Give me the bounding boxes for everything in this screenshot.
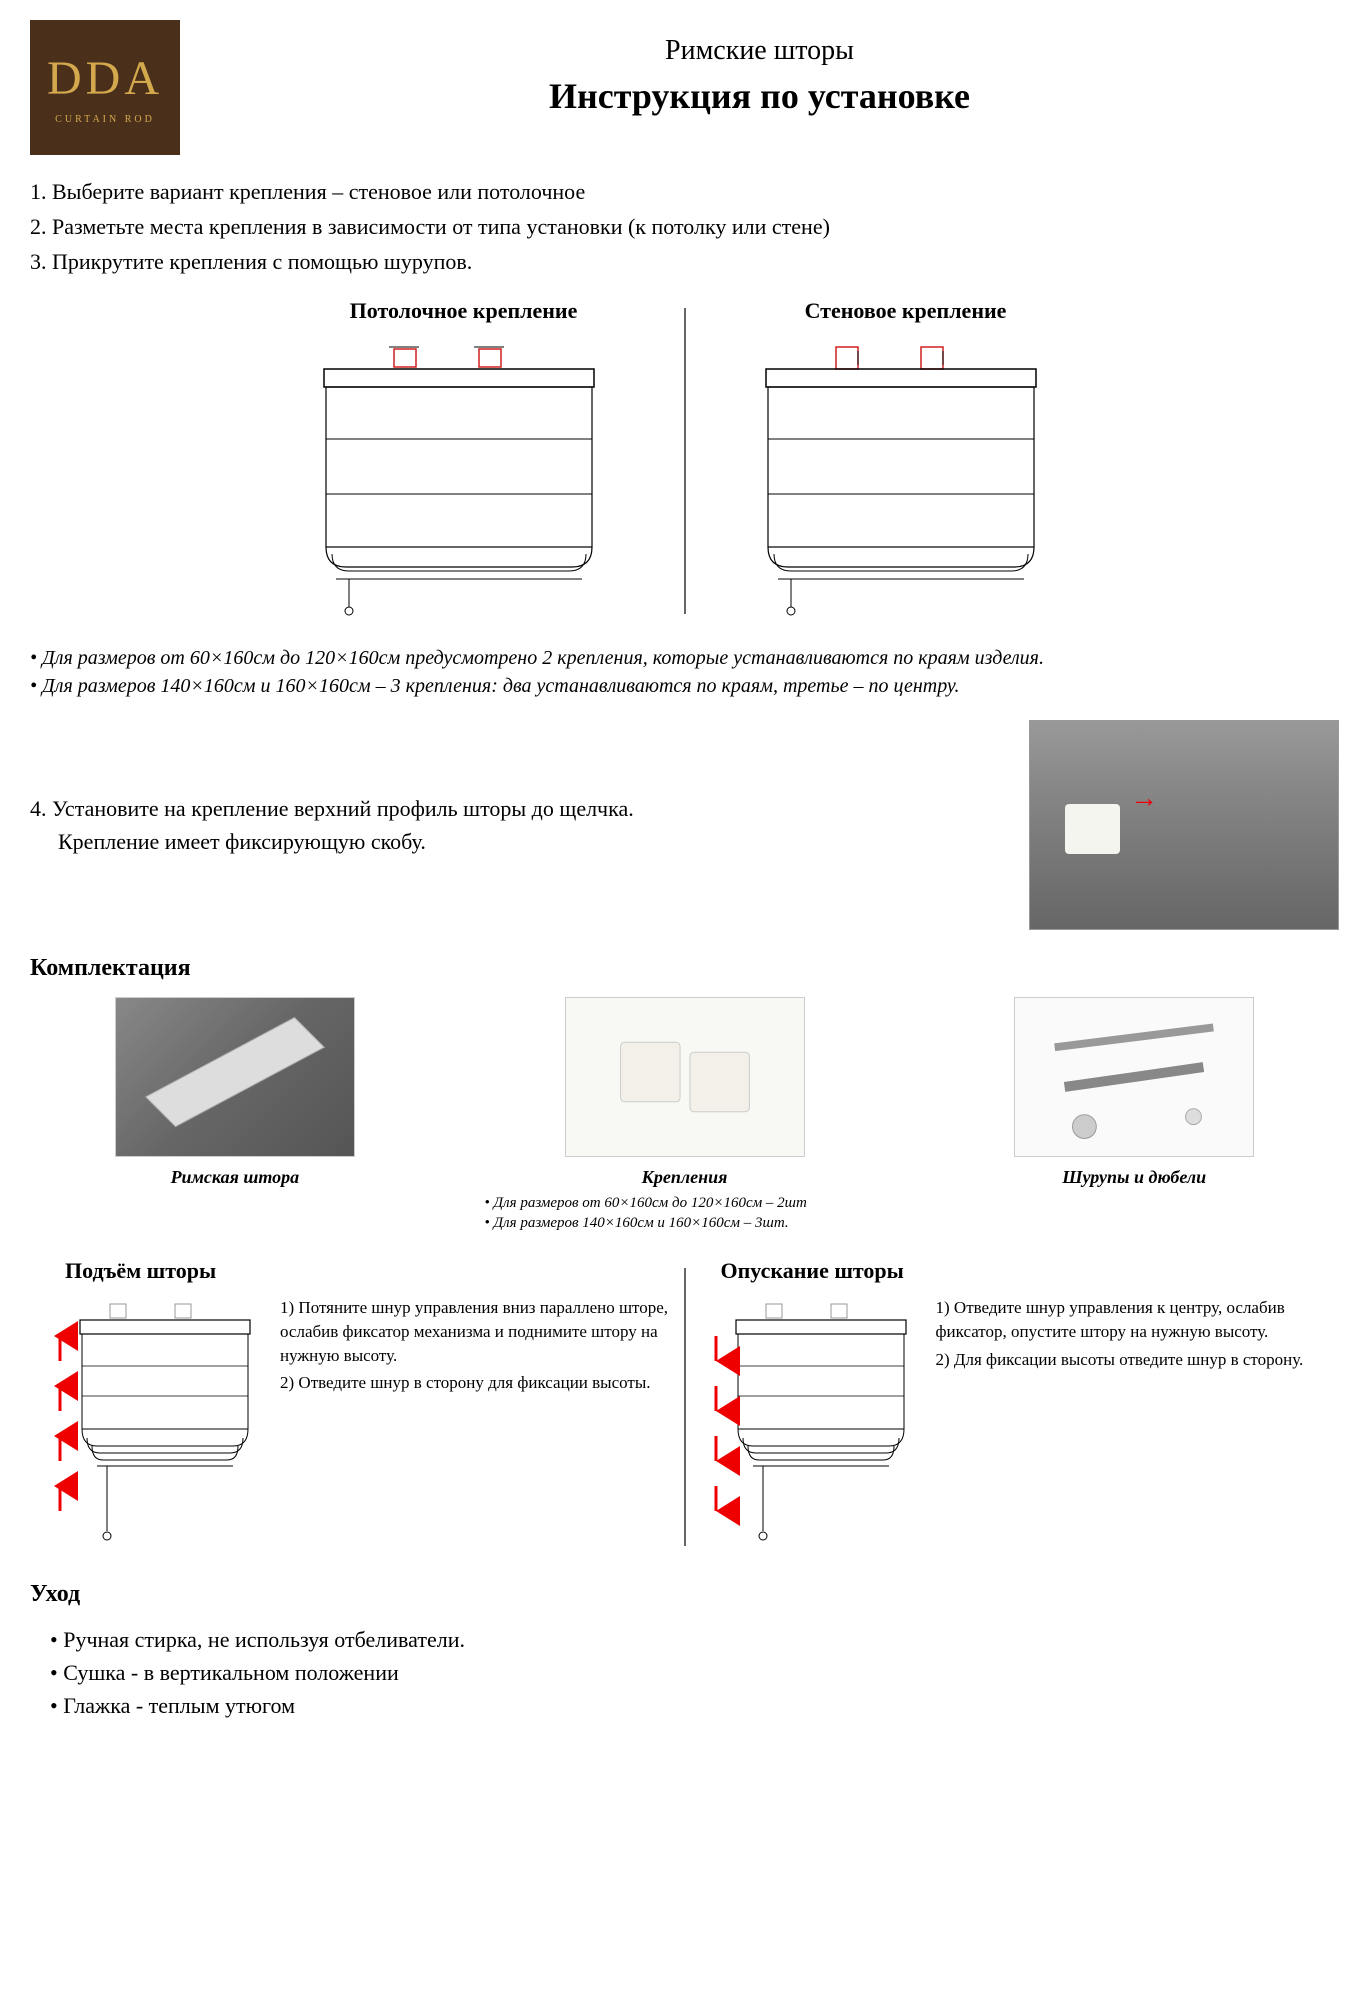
step4-line1: 4. Установите на крепление верхний профи… (30, 792, 999, 825)
care-list: Ручная стирка, не используя отбеливатели… (50, 1623, 1339, 1722)
lower-column: Опускание шторы (686, 1258, 1340, 1556)
component-brackets-label: Крепления (480, 1167, 890, 1188)
header: DDA CURTAIN ROD Римские шторы Инструкция… (30, 20, 1339, 155)
care-title: Уход (30, 1581, 1339, 1608)
step4-photo (1029, 720, 1339, 930)
size-note-1: Для размеров от 60×160см до 120×160см пр… (30, 644, 1339, 672)
care-item-1: Ручная стирка, не используя отбеливатели… (50, 1623, 1339, 1656)
component-brackets: Крепления Для размеров от 60×160см до 12… (480, 997, 890, 1233)
subtitle: Римские шторы (180, 35, 1339, 67)
component-screws: Шурупы и дюбели (929, 997, 1339, 1233)
raise-text-1: 1) Потяните шнур управления вниз парал­л… (280, 1296, 669, 1367)
raise-column: Подъём шторы (30, 1258, 684, 1556)
wall-mount-column: Стеновое крепление (686, 298, 1126, 624)
components-row: Римская штора Крепления Для размеров от … (30, 997, 1339, 1233)
logo-sub: CURTAIN ROD (55, 114, 155, 125)
component-blind-photo (115, 997, 355, 1157)
wall-mount-diagram (746, 339, 1066, 619)
component-brackets-photo (565, 997, 805, 1157)
raise-title: Подъём шторы (65, 1258, 669, 1284)
raise-content: 1) Потяните шнур управления вниз парал­л… (45, 1296, 669, 1556)
care-item-2: Сушка - в вертикальном положении (50, 1656, 1339, 1689)
step4-section: 4. Установите на крепление верхний профи… (30, 720, 1339, 930)
logo-main: DDA (47, 51, 163, 106)
operation-section: Подъём шторы (30, 1258, 1339, 1556)
lower-diagram (701, 1296, 921, 1556)
lower-text-2: 2) Для фиксации высоты отведите шнур в с… (936, 1348, 1325, 1372)
steps-list: 1. Выберите вариант крепления – стеновое… (30, 175, 1339, 278)
step-3: 3. Прикрутите крепления с помощью шурупо… (30, 245, 1339, 278)
ceiling-mount-title: Потолочное крепление (264, 298, 664, 324)
raise-diagram (45, 1296, 265, 1556)
ceiling-mount-diagram (304, 339, 624, 619)
raise-text: 1) Потяните шнур управления вниз парал­л… (280, 1296, 669, 1556)
size-notes: Для размеров от 60×160см до 120×160см пр… (30, 644, 1339, 700)
ceiling-mount-column: Потолочное крепление (244, 298, 684, 624)
component-blind-label: Римская штора (30, 1167, 440, 1188)
size-note-2: Для размеров 140×160см и 160×160см – 3 к… (30, 672, 1339, 700)
bracket-note-1: Для размеров от 60×160см до 120×160см – … (485, 1194, 885, 1214)
component-screws-label: Шурупы и дюбели (929, 1167, 1339, 1188)
lower-text: 1) Отведите шнур управления к центру, ос… (936, 1296, 1325, 1556)
component-brackets-notes: Для размеров от 60×160см до 120×160см – … (485, 1194, 885, 1233)
bracket-note-2: Для размеров 140×160см и 160×160см – 3шт… (485, 1214, 885, 1234)
lower-content: 1) Отведите шнур управления к центру, ос… (701, 1296, 1325, 1556)
component-blind: Римская штора (30, 997, 440, 1233)
step4-line2: Крепление имеет фиксирующую скобу. (30, 825, 999, 858)
component-screws-photo (1014, 997, 1254, 1157)
care-section: Уход Ручная стирка, не используя отбелив… (30, 1581, 1339, 1722)
logo: DDA CURTAIN ROD (30, 20, 180, 155)
main-title: Инструкция по установке (180, 75, 1339, 117)
title-block: Римские шторы Инструкция по установке (180, 20, 1339, 117)
lower-title: Опускание шторы (721, 1258, 1325, 1284)
care-item-3: Глажка - теплым утюгом (50, 1689, 1339, 1722)
lower-text-1: 1) Отведите шнур управления к центру, ос… (936, 1296, 1325, 1344)
components-title: Комплектация (30, 955, 1339, 982)
step-1: 1. Выберите вариант крепления – стеновое… (30, 175, 1339, 208)
mount-section: Потолочное крепление Стеновое крепление (30, 298, 1339, 624)
step-2: 2. Разметьте места крепления в зависимос… (30, 210, 1339, 243)
wall-mount-title: Стеновое крепление (706, 298, 1106, 324)
raise-text-2: 2) Отведите шнур в сторону для фиксации … (280, 1371, 669, 1395)
step4-text: 4. Установите на крепление верхний профи… (30, 792, 999, 858)
